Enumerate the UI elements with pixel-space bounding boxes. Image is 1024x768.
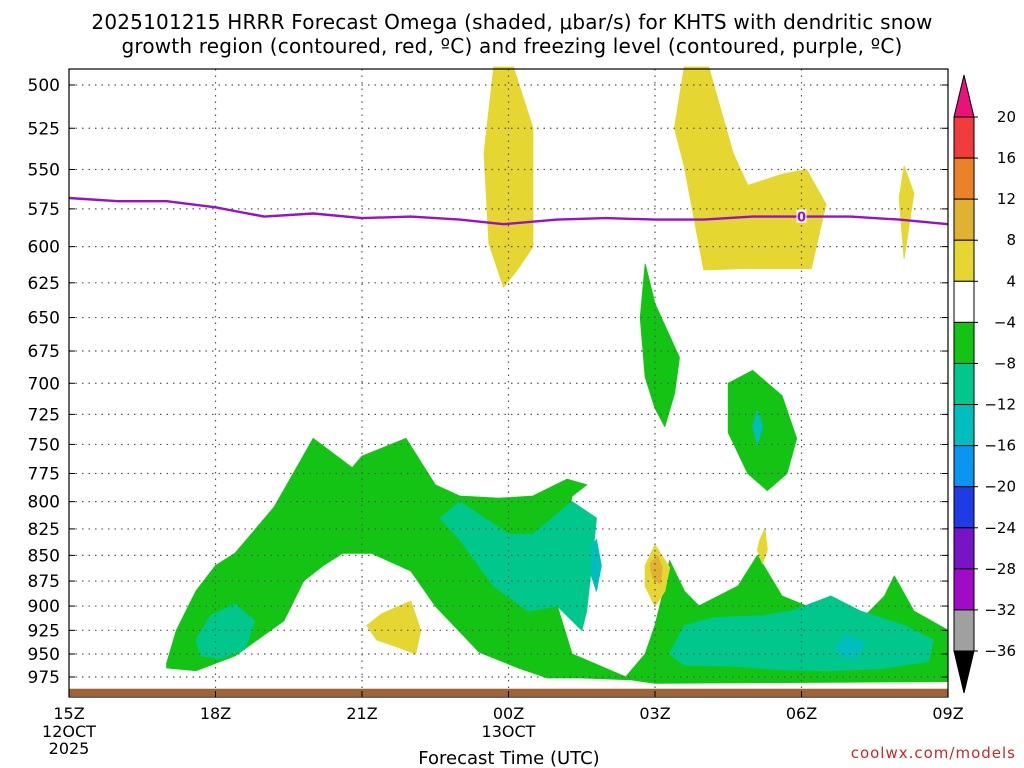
x-tick-label-03Z: 03Z (639, 704, 670, 723)
colorbar-label-9: −20 (984, 478, 1016, 496)
x-tick-label-18Z: 18Z (200, 704, 231, 723)
y-tick-label-500: 500 (28, 76, 60, 96)
x-tick-label-00Z: 00Z (493, 704, 524, 723)
omega-region-2 (727, 370, 798, 491)
x-tick-sublabel-00Z: 13OCT (482, 722, 536, 741)
omega-region-5 (669, 595, 934, 672)
colorbar-swatch-12 (953, 609, 975, 652)
colorbar-label-4: 4 (1006, 272, 1016, 290)
y-axis: 500 525 550 575 600 625 650 675 700 725 750 775 800 8… (28, 76, 948, 688)
colorbar-label-0: 20 (997, 108, 1016, 126)
chart-title-line-1: 2025101215 HRRR Forecast Omega (shaded, … (91, 10, 932, 34)
x-axis-label: Forecast Time (UTC) (418, 748, 599, 768)
omega-region-7 (835, 634, 866, 660)
colorbar-swatch-9 (953, 486, 975, 529)
colorbar-label-8: −16 (984, 437, 1016, 455)
y-tick-label-925: 925 (28, 621, 60, 641)
colorbar-cap-top (953, 74, 975, 118)
x-tick-year-15Z: 2025 (49, 739, 90, 758)
omega-region-9 (483, 66, 534, 288)
omega-region-4 (439, 501, 597, 631)
x-tick-label-09Z: 09Z (932, 704, 963, 723)
colorbar-cap-bottom (953, 650, 975, 694)
x-tick-sublabel-15Z: 12OCT (42, 722, 96, 741)
y-tick-label-750: 750 (28, 435, 60, 455)
omega-region-6 (752, 410, 763, 445)
omega-region-11 (898, 165, 915, 259)
y-tick-label-575: 575 (28, 200, 60, 220)
x-tick-label-15Z: 15Z (53, 704, 84, 723)
colorbar: 20 16 12 8 4 −4 −8 −12 −16 −20 −24 −28 −32 −36 (953, 74, 1016, 694)
colorbar-swatch-4 (953, 280, 975, 323)
credit-link[interactable]: coolwx.com/models (851, 744, 1016, 762)
freezing-level-label: 0 (797, 211, 806, 226)
colorbar-swatch-0 (953, 116, 975, 159)
omega-region-1 (639, 263, 680, 427)
y-tick-label-550: 550 (28, 160, 60, 180)
y-tick-label-800: 800 (28, 493, 60, 513)
colorbar-swatch-8 (953, 445, 975, 488)
y-tick-label-725: 725 (28, 405, 60, 425)
omega-shaded-regions (166, 66, 949, 684)
colorbar-label-10: −24 (984, 519, 1016, 537)
y-tick-label-625: 625 (28, 274, 60, 294)
colorbar-swatch-7 (953, 404, 975, 447)
colorbar-swatch-3 (953, 239, 975, 282)
freezing-level-layer: 0 (68, 196, 949, 226)
y-tick-label-600: 600 (28, 238, 60, 258)
y-tick-label-900: 900 (28, 597, 60, 617)
y-tick-label-775: 775 (28, 464, 60, 484)
colorbar-label-12: −32 (984, 601, 1016, 619)
y-tick-label-950: 950 (28, 645, 60, 665)
chart-title-line-2: growth region (contoured, red, ºC) and f… (121, 34, 902, 58)
grid-lines (69, 69, 948, 697)
y-tick-label-650: 650 (28, 309, 60, 329)
omega-region-3 (195, 603, 256, 660)
x-tick-label-21Z: 21Z (346, 704, 377, 723)
freezing-level-line (68, 196, 949, 226)
colorbar-label-2: 12 (997, 190, 1016, 208)
colorbar-label-11: −28 (984, 560, 1016, 578)
y-tick-label-875: 875 (28, 572, 60, 592)
colorbar-label-3: 8 (1006, 231, 1016, 249)
omega-region-15 (649, 554, 663, 585)
colorbar-label-7: −12 (984, 396, 1016, 414)
y-tick-label-825: 825 (28, 520, 60, 540)
colorbar-swatch-5 (953, 321, 975, 364)
freezing-level-label-bg (796, 209, 807, 223)
colorbar-swatch-10 (953, 527, 975, 570)
colorbar-swatch-6 (953, 362, 975, 406)
omega-region-12 (366, 600, 422, 655)
y-tick-label-850: 850 (28, 546, 60, 566)
colorbar-swatch-11 (953, 568, 975, 611)
y-tick-label-525: 525 (28, 119, 60, 139)
colorbar-label-5: −4 (994, 313, 1016, 331)
colorbar-swatch-1 (953, 157, 975, 200)
y-tick-label-700: 700 (28, 374, 60, 394)
y-tick-label-975: 975 (28, 668, 60, 688)
colorbar-label-1: 16 (997, 149, 1016, 167)
x-tick-label-06Z: 06Z (786, 704, 817, 723)
colorbar-label-13: −36 (984, 642, 1016, 660)
colorbar-swatch-2 (953, 198, 975, 241)
omega-region-8 (591, 539, 602, 592)
colorbar-label-6: −8 (994, 354, 1016, 372)
y-tick-label-675: 675 (28, 342, 60, 362)
